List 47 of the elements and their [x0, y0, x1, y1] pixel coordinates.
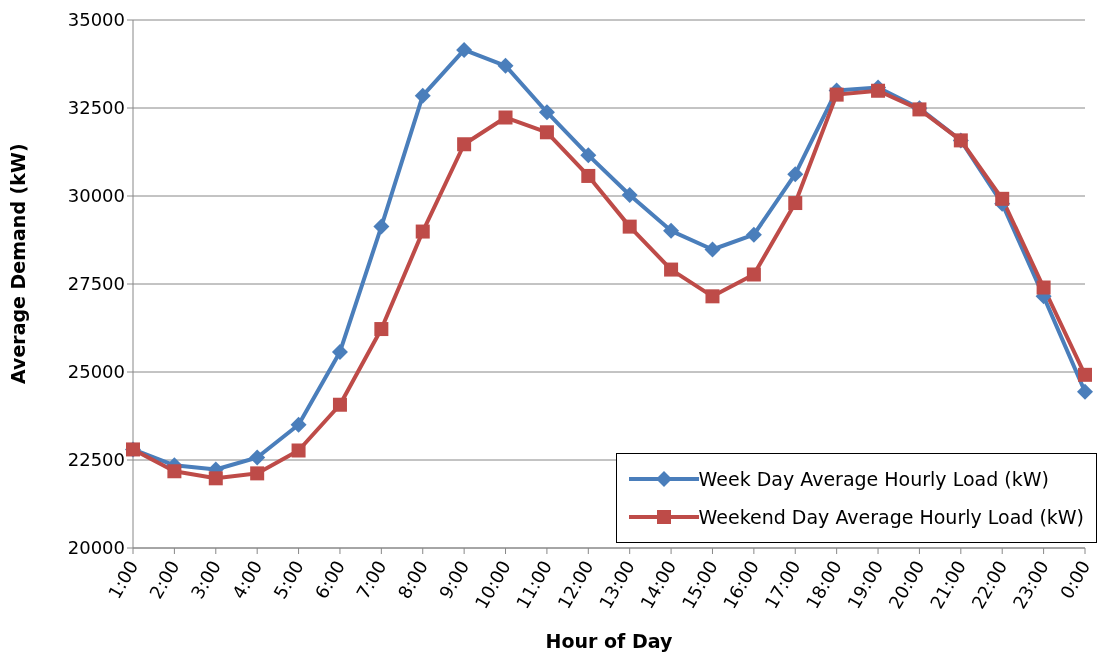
y-tick-label: 35000 [67, 9, 125, 31]
point [208, 471, 223, 486]
point [622, 219, 637, 234]
point [663, 222, 680, 239]
point [1036, 280, 1051, 295]
point [1077, 383, 1093, 400]
point [290, 416, 307, 433]
point [829, 87, 844, 102]
y-tick-label: 22500 [67, 449, 125, 471]
point [871, 83, 886, 98]
point [331, 343, 348, 360]
point [373, 218, 390, 235]
point [374, 322, 389, 337]
point [1078, 367, 1092, 382]
point [291, 443, 306, 458]
point [497, 57, 514, 74]
point [664, 262, 679, 277]
point [498, 110, 513, 125]
point [995, 191, 1010, 206]
point [249, 449, 266, 466]
y-tick-label: 27500 [67, 273, 125, 295]
y-tick-label: 30000 [67, 185, 125, 207]
point [705, 289, 720, 304]
legend-label: Week Day Average Hourly Load (kW) [698, 468, 1049, 490]
point [745, 226, 762, 243]
y-tick-label: 20000 [67, 537, 125, 559]
point [704, 241, 721, 258]
point [788, 196, 803, 211]
y-tick-label: 25000 [67, 361, 125, 383]
y-axis-title: Average Demand (kW) [6, 143, 29, 384]
point [457, 137, 472, 152]
point [787, 166, 804, 183]
point [167, 464, 182, 479]
legend-label: Weekend Day Average Hourly Load (kW) [698, 506, 1084, 528]
point [414, 87, 431, 104]
point [746, 267, 761, 282]
point [539, 125, 554, 140]
y-tick-label: 32500 [67, 97, 125, 119]
point [332, 397, 347, 412]
point [580, 147, 597, 164]
point [581, 168, 596, 183]
point [250, 466, 265, 481]
point [621, 186, 638, 203]
point [456, 41, 473, 58]
point [415, 224, 430, 239]
x-axis-title: Hour of Day [545, 630, 674, 652]
point [538, 104, 555, 121]
